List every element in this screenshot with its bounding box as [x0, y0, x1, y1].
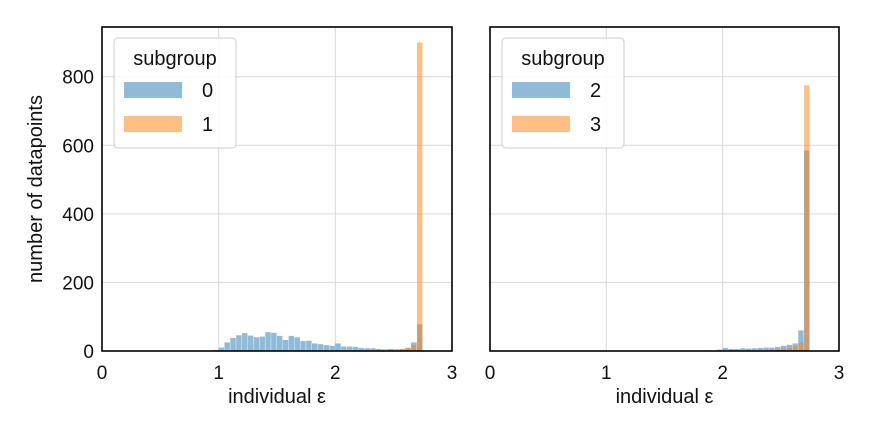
x-tick-label: 2	[330, 363, 341, 384]
histogram-bar-subgroup-0	[236, 335, 242, 351]
y-tick-label: 0	[83, 342, 94, 363]
x-tick-label: 1	[213, 363, 224, 384]
histogram-bar-subgroup-0	[376, 348, 382, 351]
legend-entry-subgroup-1: 1	[202, 114, 213, 136]
x-axis-label: individual ε	[228, 386, 326, 408]
legend-entry-subgroup-0: 0	[202, 80, 213, 102]
histogram-bar-subgroup-0	[329, 345, 335, 351]
x-tick-label: 2	[717, 363, 728, 384]
x-tick-label: 0	[485, 363, 496, 384]
histogram-bar-subgroup-0	[224, 342, 230, 351]
legend: subgroup 2 3	[501, 37, 625, 149]
histogram-bar-subgroup-1	[405, 347, 411, 351]
histogram-bar-subgroup-0	[312, 343, 318, 351]
histogram-bar-subgroup-2	[745, 348, 752, 351]
histogram-bar-subgroup-0	[364, 348, 370, 351]
histogram-bar-subgroup-0	[282, 340, 289, 351]
histogram-bar-subgroup-0	[335, 343, 341, 351]
y-tick-label: 800	[62, 68, 94, 89]
y-tick-label: 600	[62, 136, 94, 157]
plot-frame	[101, 26, 453, 352]
histogram-bar-subgroup-2	[728, 348, 734, 351]
x-axis-label: individual ε	[616, 386, 714, 408]
histogram-bar-subgroup-3	[786, 347, 793, 351]
histogram-bar-subgroup-3	[780, 348, 787, 351]
histogram-bar-subgroup-0	[271, 332, 277, 351]
histogram-bar-subgroup-0	[341, 346, 347, 351]
x-tick-label: 3	[834, 363, 845, 384]
plot-frame	[489, 26, 840, 352]
legend-swatch-subgroup-1	[124, 116, 182, 132]
y-tick-label: 400	[62, 205, 94, 226]
histogram-bar-subgroup-0	[347, 346, 353, 351]
legend-swatch-subgroup-0	[124, 82, 182, 98]
histogram-bar-subgroup-1	[417, 42, 423, 352]
legend: subgroup 0 1	[113, 37, 237, 149]
legend-entry-subgroup-3: 3	[590, 114, 601, 136]
histogram-bar-subgroup-0	[306, 340, 312, 351]
left-histogram-panel: 0 1 2 3 0 200 400 600 800 individual ε number of d…	[25, 26, 458, 408]
legend-title: subgroup	[521, 48, 604, 70]
histogram-bar-subgroup-0	[230, 337, 236, 351]
histogram-bar-subgroup-3	[769, 349, 775, 351]
x-tick-label: 0	[97, 363, 108, 384]
histogram-bar-subgroup-2	[734, 348, 740, 351]
histogram-bar-subgroup-3	[798, 342, 804, 351]
histogram-bar-subgroup-1	[411, 344, 417, 351]
histogram-bar-subgroup-0	[294, 337, 300, 351]
histogram-bar-subgroup-2	[722, 347, 729, 351]
right-histogram-panel: 0 1 2 3 individual ε subgroup 2 3	[485, 26, 845, 408]
histogram-bar-subgroup-0	[323, 345, 330, 351]
legend-swatch-subgroup-2	[512, 82, 570, 98]
histogram-bar-subgroup-0	[218, 347, 225, 351]
histogram-bar-subgroup-0	[358, 347, 365, 351]
histogram-bar-subgroup-0	[370, 348, 376, 351]
histogram-bar-subgroup-0	[253, 337, 260, 351]
y-tick-label: 200	[62, 273, 94, 294]
histogram-bar-subgroup-0	[265, 332, 271, 351]
legend-title: subgroup	[133, 48, 216, 70]
histogram-bar-subgroup-0	[352, 346, 359, 351]
histogram-bar-subgroup-2	[751, 348, 758, 351]
histogram-bar-subgroup-2	[740, 348, 746, 351]
histogram-bar-subgroup-3	[792, 346, 798, 351]
legend-swatch-subgroup-3	[512, 116, 570, 132]
histogram-bar-subgroup-1	[399, 348, 405, 351]
histogram-bar-subgroup-0	[288, 335, 295, 351]
histogram-bar-subgroup-2	[763, 347, 769, 351]
histogram-bar-subgroup-0	[259, 336, 265, 351]
histogram-bar-subgroup-0	[277, 335, 283, 351]
histogram-bar-subgroup-0	[317, 344, 324, 351]
histogram-bar-subgroup-3	[775, 348, 781, 351]
x-tick-label: 1	[601, 363, 612, 384]
histogram-bar-subgroup-0	[247, 335, 254, 351]
histogram-bar-subgroup-0	[242, 333, 248, 351]
histogram-bar-subgroup-3	[804, 85, 810, 352]
histogram-bar-subgroup-2	[757, 347, 763, 351]
y-axis-label: number of datapoints	[25, 95, 47, 283]
histogram-bar-subgroup-0	[300, 341, 306, 351]
x-tick-label: 3	[447, 363, 458, 384]
histogram-bar-subgroup-0	[382, 349, 388, 351]
histogram-bar-subgroup-2	[798, 330, 804, 351]
legend-entry-subgroup-2: 2	[590, 80, 601, 102]
